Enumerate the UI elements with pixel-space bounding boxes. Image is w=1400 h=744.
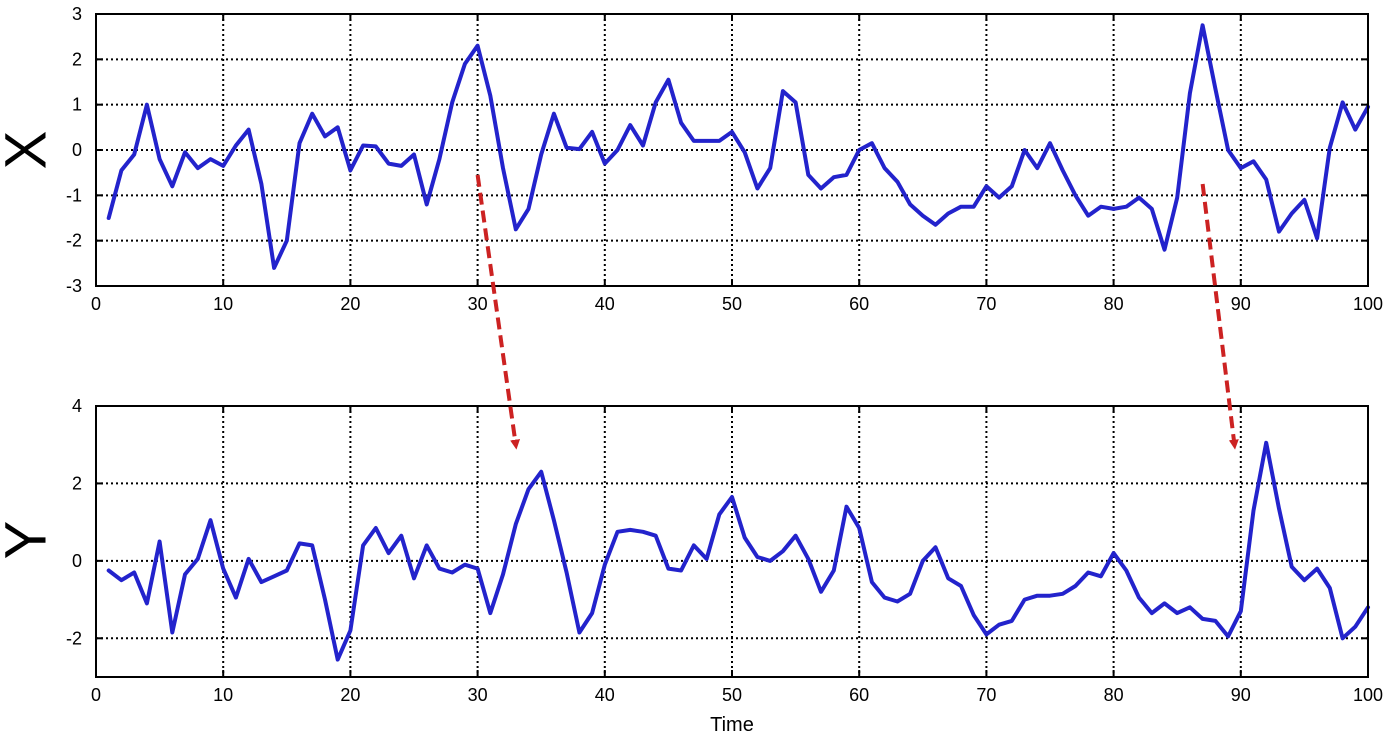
y-xtick-label: 20 (340, 685, 360, 705)
y-ytick-label: 0 (72, 551, 82, 571)
lag-arrow (475, 174, 521, 450)
y-xtick-label: 90 (1231, 685, 1251, 705)
x-ytick-label: 2 (72, 49, 82, 69)
y-xtick-label: 60 (849, 685, 869, 705)
y-grid (96, 406, 1368, 677)
x-xtick-label: 0 (91, 294, 101, 314)
lag-arrow (1200, 183, 1239, 450)
x-ytick-label: -1 (66, 185, 82, 205)
x-grid (96, 14, 1368, 286)
y-xtick-label: 70 (976, 685, 996, 705)
x-ytick-label: -2 (66, 231, 82, 251)
y-series (106, 440, 1370, 662)
y-panel: 0 10 20 30 40 50 60 70 80 90 100 -2 0 2 4 Y Time (0, 396, 1383, 736)
y-xtick-label: 10 (213, 685, 233, 705)
x-xtick-label: 100 (1353, 294, 1383, 314)
x-plot-frame (95, 13, 1369, 287)
x-xtick-label: 40 (595, 294, 615, 314)
x-ytick-label: -3 (66, 276, 82, 296)
y-xtick-label: 50 (722, 685, 742, 705)
x-panel: 0 10 20 30 40 50 60 70 80 90 100 -3 -2 -1 0 1 2 3 X (0, 4, 1383, 314)
x-xtick-label: 60 (849, 294, 869, 314)
y-ytick-label: 2 (72, 473, 82, 493)
x-xtick-label: 50 (722, 294, 742, 314)
x-xtick-label: 10 (213, 294, 233, 314)
y-ytick-label: 4 (72, 396, 82, 416)
x-xtick-label: 90 (1231, 294, 1251, 314)
y-ytick-label: -2 (66, 628, 82, 648)
x-series-line (106, 23, 1370, 270)
x-ticks: 0 10 20 30 40 50 60 70 80 90 100 -3 -2 -1 0 1 2 3 (66, 4, 1383, 314)
x-ytick-label: 3 (72, 4, 82, 24)
x-axis-ylabel: X (0, 131, 58, 170)
x-ytick-label: 0 (72, 140, 82, 160)
y-xtick-label: 40 (595, 685, 615, 705)
y-xtick-label: 80 (1104, 685, 1124, 705)
causal-arrows (475, 174, 1239, 450)
x-xtick-label: 20 (340, 294, 360, 314)
y-xtick-label: 100 (1353, 685, 1383, 705)
x-xtick-label: 30 (468, 294, 488, 314)
y-xtick-label: 30 (468, 685, 488, 705)
y-xtick-label: 0 (91, 685, 101, 705)
x-ytick-label: 1 (72, 95, 82, 115)
y-series-line (106, 440, 1370, 662)
y-ticks: 0 10 20 30 40 50 60 70 80 90 100 -2 0 2 4 (66, 396, 1383, 705)
x-xtick-label: 80 (1104, 294, 1124, 314)
x-series (106, 23, 1370, 270)
x-xtick-label: 70 (976, 294, 996, 314)
time-axis-xlabel: Time (710, 714, 754, 736)
y-plot-frame (95, 405, 1369, 678)
y-axis-ylabel: Y (0, 521, 58, 560)
